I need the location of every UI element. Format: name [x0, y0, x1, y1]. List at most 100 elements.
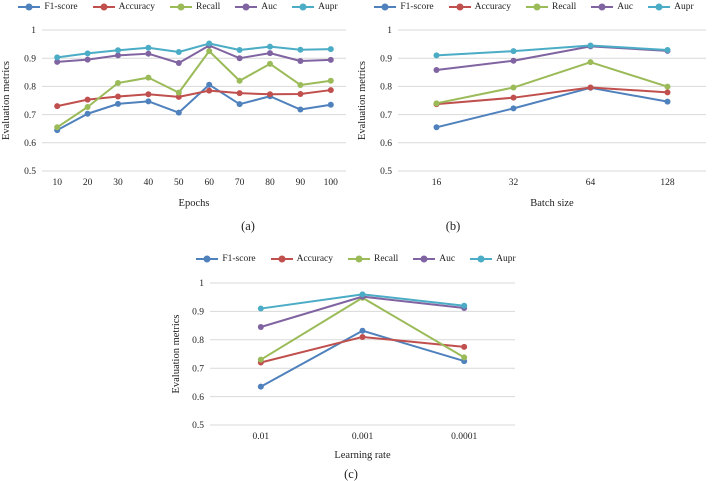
data-point-accuracy: [54, 103, 61, 110]
legend-marker-icon: [170, 3, 192, 11]
data-point-recall: [84, 103, 91, 110]
legend-marker-icon: [374, 3, 397, 11]
y-axis-label: Evaluation metrics: [1, 61, 12, 140]
legend-label: Auc: [439, 254, 456, 264]
legend-item-accuracy: Accuracy: [270, 254, 333, 264]
y-tick-label: 0.9: [192, 308, 204, 318]
x-tick-label: 0.001: [352, 432, 374, 442]
data-point-auc: [236, 55, 243, 62]
series-line-recall: [56, 50, 332, 129]
series-line-f1-score: [56, 83, 332, 132]
data-point-auc: [267, 50, 273, 57]
legend-marker-dot-icon: [598, 3, 606, 11]
legend-marker-dot-icon: [242, 3, 250, 11]
legend-marker-icon: [292, 3, 315, 11]
data-point-recall: [257, 356, 264, 363]
legend-marker-icon: [18, 3, 41, 11]
legend-label: Recall: [552, 2, 577, 12]
data-point-recall: [297, 81, 304, 88]
legend-label: Auc: [261, 2, 278, 12]
legend-marker-icon: [648, 3, 671, 11]
y-tick-label: 0.6: [24, 139, 36, 149]
data-point-accuracy: [267, 91, 273, 98]
legend-label: Aupr: [496, 254, 516, 264]
x-tick-label: 10: [52, 178, 62, 188]
data-point-aupr: [587, 42, 594, 49]
x-tick-label: 64: [586, 178, 596, 188]
legend-label: Recall: [196, 2, 221, 12]
data-point-accuracy: [327, 87, 334, 94]
data-point-f1-score: [206, 81, 213, 88]
data-point-f1-score: [297, 106, 304, 113]
legend-marker-dot-icon: [100, 3, 108, 11]
data-point-aupr: [664, 47, 671, 54]
data-point-recall: [510, 84, 517, 91]
x-tick-label: 128: [660, 178, 675, 188]
data-point-aupr: [297, 46, 304, 53]
legend-marker-icon: [413, 255, 436, 263]
data-point-recall: [587, 59, 594, 66]
data-point-aupr: [236, 47, 243, 54]
data-point-aupr: [510, 48, 517, 55]
legend-label: Aupr: [318, 2, 338, 12]
x-tick-label: 20: [83, 178, 93, 188]
data-point-recall: [433, 100, 440, 107]
y-tick-label: 0.5: [24, 167, 36, 177]
legend-epochs: F1-score Accuracy Recall Auc Aupr: [0, 2, 356, 12]
legend-marker-icon: [448, 3, 471, 11]
x-axis-label: Learning rate: [334, 450, 391, 461]
legend-item-aupr: Aupr: [470, 254, 516, 264]
legend-marker-icon: [196, 255, 219, 263]
data-point-accuracy: [587, 84, 594, 91]
legend-item-accuracy: Accuracy: [92, 2, 155, 12]
data-point-aupr: [359, 291, 366, 298]
x-tick-label: 90: [296, 178, 306, 188]
y-tick-label: 0.8: [380, 83, 392, 93]
x-tick-label: 80: [265, 178, 275, 188]
legend-item-f1-score: F1-score: [196, 254, 256, 264]
data-point-aupr: [461, 302, 468, 309]
legend-marker-dot-icon: [655, 3, 663, 11]
legend-marker-icon: [591, 3, 614, 11]
legend-learning-rate: F1-score Accuracy Recall Auc Aupr: [170, 254, 542, 264]
data-point-aupr: [84, 50, 91, 57]
data-point-f1-score: [175, 109, 182, 116]
data-point-accuracy: [359, 333, 366, 340]
series-line-accuracy: [56, 89, 332, 108]
data-point-accuracy: [236, 90, 243, 97]
legend-marker-icon: [348, 255, 370, 263]
y-tick-label: 0.9: [380, 54, 392, 64]
series-line-aupr: [56, 42, 332, 59]
data-point-auc: [510, 57, 517, 64]
data-point-aupr: [257, 305, 264, 312]
legend-marker-icon: [235, 3, 258, 11]
y-tick-label: 0.6: [192, 393, 204, 403]
y-tick-label: 0.8: [192, 336, 204, 346]
legend-marker-icon: [92, 3, 115, 11]
legend-label: F1-score: [400, 2, 434, 12]
x-tick-label: 50: [174, 178, 184, 188]
x-tick-label: 60: [204, 178, 214, 188]
legend-label: F1-score: [44, 2, 78, 12]
data-point-aupr: [175, 48, 182, 55]
data-point-f1-score: [327, 101, 334, 108]
data-point-accuracy: [115, 93, 121, 100]
data-point-f1-score: [145, 98, 152, 105]
legend-label: Accuracy: [118, 2, 155, 12]
legend-item-auc: Auc: [235, 2, 277, 12]
x-tick-label: 0.01: [253, 432, 270, 442]
data-point-recall: [664, 83, 671, 90]
legend-marker-icon: [526, 3, 548, 11]
data-point-recall: [461, 354, 468, 361]
legend-item-recall: Recall: [348, 254, 398, 264]
legend-marker-dot-icon: [177, 3, 185, 11]
y-tick-label: 0.7: [24, 111, 36, 121]
x-axis-label: Batch size: [530, 198, 574, 209]
data-point-recall: [115, 80, 121, 87]
data-point-f1-score: [115, 100, 121, 107]
subfigure-caption: (b): [446, 219, 461, 233]
chart-learning-rate: F1-score Accuracy Recall Auc Aupr 1 0.9 0.8 0.7…: [170, 252, 542, 481]
legend-marker-dot-icon: [203, 255, 211, 263]
data-point-recall: [267, 60, 273, 67]
legend-marker-dot-icon: [533, 3, 541, 11]
